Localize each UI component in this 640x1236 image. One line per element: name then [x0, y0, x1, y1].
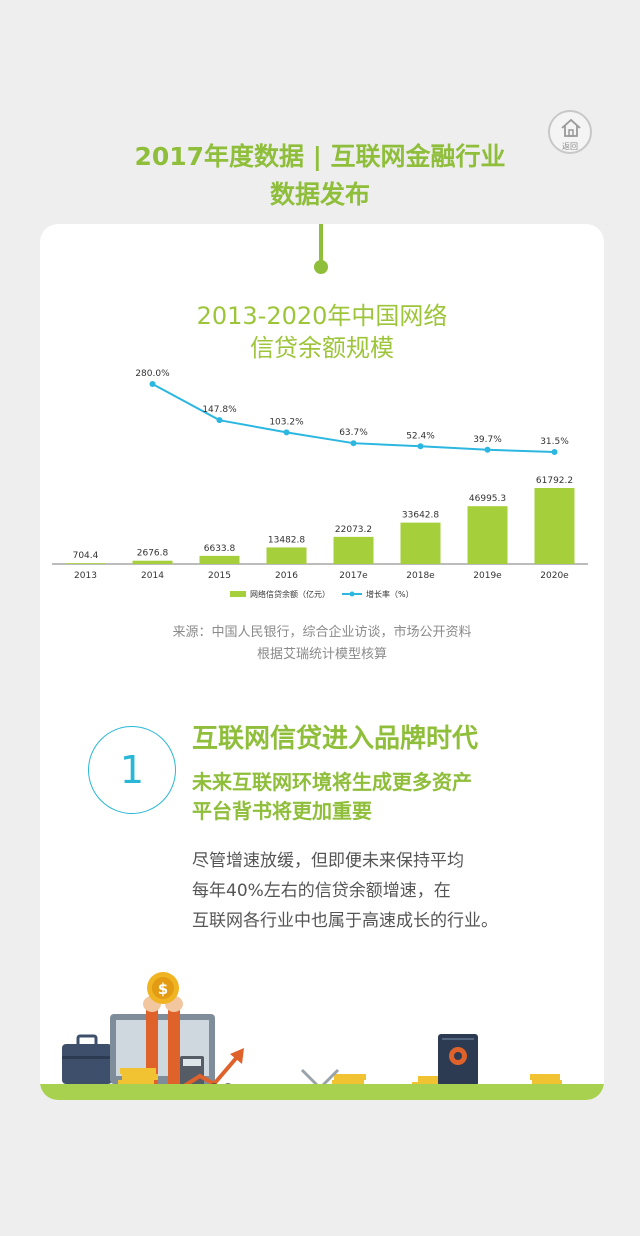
- chart-title: 2013-2020年中国网络 信贷余额规模: [40, 300, 604, 364]
- x-tick-label: 2018e: [406, 571, 435, 581]
- bar: [65, 563, 106, 564]
- bar: [199, 555, 240, 564]
- page-title-line2: 数据发布: [269, 180, 370, 209]
- bar: [266, 547, 307, 564]
- growth-rate-point: [551, 449, 558, 455]
- bar: [132, 560, 173, 564]
- x-tick-label: 2013: [74, 571, 97, 581]
- finance-illustration: $: [62, 972, 562, 1098]
- bar-value-label: 61792.2: [536, 476, 573, 486]
- home-icon: [561, 118, 581, 137]
- legend-label-bar: 网络信贷余额（亿元）: [250, 589, 330, 599]
- growth-rate-point: [283, 429, 290, 436]
- page-title-line1: 2017年度数据 | 互联网金融行业: [134, 142, 506, 171]
- growth-rate-label: 103.2%: [269, 417, 304, 427]
- coin-hands-icon: $: [143, 972, 183, 1084]
- section-body-line2: 每年40%左右的信贷余额增速，在: [192, 881, 451, 901]
- section-subtitle-line1: 未来互联网环境将生成更多资产: [192, 770, 472, 794]
- source-line1: 来源：中国人民银行，综合企业访谈，市场公开资料: [172, 625, 472, 640]
- connector-dot: [314, 260, 328, 274]
- x-tick-label: 2014: [141, 571, 164, 581]
- bar-value-label: 6633.8: [204, 544, 236, 554]
- section-body-line3: 互联网各行业中也属于高速成长的行业。: [192, 911, 498, 931]
- briefcase-icon: [62, 1034, 112, 1084]
- safe-icon: [438, 1034, 478, 1086]
- bar-value-label: 46995.3: [469, 494, 506, 504]
- loan-balance-chart: 704.4 2013 2676.8 2014 6633.8 2015 13482.8 2016…: [52, 369, 588, 599]
- growth-rate-label: 52.4%: [406, 431, 435, 441]
- growth-rate-point: [417, 443, 424, 450]
- growth-rate-point: [350, 440, 357, 447]
- section-title: 互联网信贷进入品牌时代: [192, 724, 479, 754]
- section-body-line1: 尽管增速放缓，但即便未来保持平均: [192, 851, 464, 871]
- growth-rate-point: [149, 381, 156, 387]
- chart-title-line2: 信贷余额规模: [250, 334, 394, 362]
- home-button[interactable]: 返回: [548, 110, 592, 154]
- growth-rate-point: [216, 417, 223, 424]
- page-title: 2017年度数据 | 互联网金融行业 数据发布: [0, 138, 640, 214]
- section-number-badge: 1: [88, 726, 176, 814]
- bar-value-label: 22073.2: [335, 525, 372, 535]
- connector-line: [319, 224, 323, 264]
- section-subtitle-line2: 平台背书将更加重要: [192, 799, 372, 823]
- content-card: 2013-2020年中国网络 信贷余额规模 704.4 2013 2676.8 201…: [40, 224, 604, 1100]
- bar: [333, 536, 374, 564]
- growth-rate-label: 39.7%: [473, 435, 502, 445]
- bar-value-label: 704.4: [73, 551, 99, 561]
- chart-title-line1: 2013-2020年中国网络: [196, 302, 448, 330]
- x-tick-label: 2017e: [339, 571, 368, 581]
- home-label: 返回: [562, 142, 578, 151]
- bar: [467, 506, 508, 564]
- bar: [534, 488, 575, 564]
- bar-value-label: 13482.8: [268, 535, 305, 545]
- bar: [400, 522, 441, 564]
- growth-rate-label: 147.8%: [202, 405, 237, 415]
- x-tick-label: 2020e: [540, 571, 569, 581]
- bar-value-label: 33642.8: [402, 511, 439, 521]
- growth-rate-point: [484, 446, 491, 453]
- svg-text:$: $: [158, 980, 168, 998]
- source-line2: 根据艾瑞统计模型核算: [256, 647, 387, 662]
- growth-rate-label: 31.5%: [540, 437, 569, 447]
- legend-swatch-bar: [230, 591, 246, 597]
- section-subtitle: 未来互联网环境将生成更多资产 平台背书将更加重要: [192, 768, 472, 826]
- growth-rate-label: 63.7%: [339, 428, 368, 438]
- bar-value-label: 2676.8: [137, 549, 169, 559]
- growth-rate-label: 280.0%: [135, 369, 170, 379]
- x-tick-label: 2016: [275, 571, 298, 581]
- x-tick-label: 2019e: [473, 571, 502, 581]
- section-body: 尽管增速放缓，但即便未来保持平均 每年40%左右的信贷余额增速，在 互联网各行业…: [192, 846, 498, 936]
- legend-swatch-point: [349, 591, 355, 597]
- ground-strip: [40, 1084, 604, 1100]
- source-note: 来源：中国人民银行，综合企业访谈，市场公开资料 根据艾瑞统计模型核算: [40, 622, 604, 666]
- legend-label-line: 增长率（%）: [366, 589, 414, 599]
- x-tick-label: 2015: [208, 571, 231, 581]
